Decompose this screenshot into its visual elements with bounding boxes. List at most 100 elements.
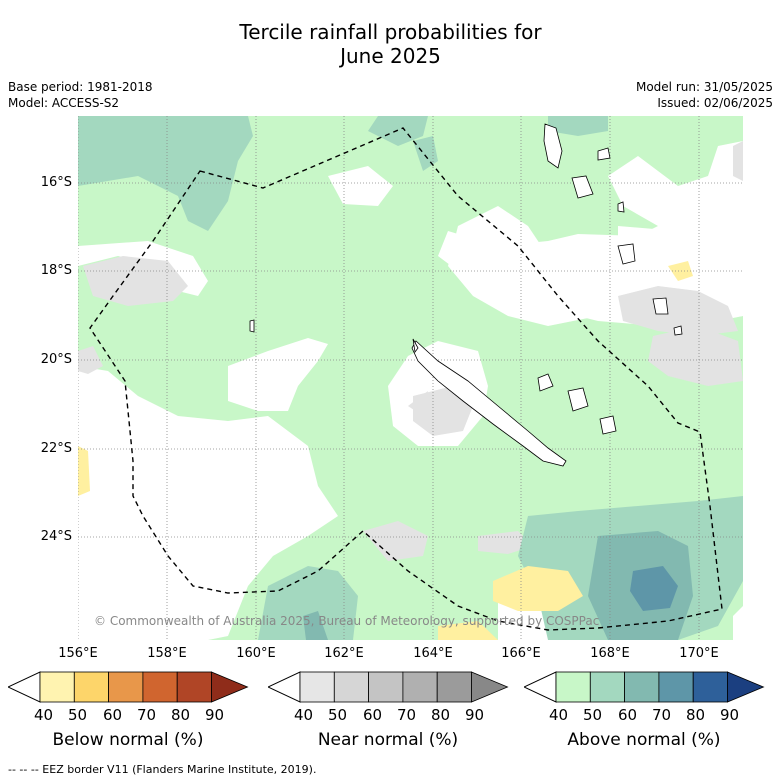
rainfall-probability-map xyxy=(78,116,743,640)
lifou-island xyxy=(567,387,589,412)
colorbar-cell xyxy=(176,671,212,703)
colorbar-cell xyxy=(108,671,144,703)
above-tick-80: 80 xyxy=(686,706,706,724)
issued-date: Issued: 02/06/2025 xyxy=(657,96,773,110)
colorbar-near-arrow-left xyxy=(268,671,301,703)
chesterfield-islet xyxy=(249,319,255,333)
colorbar-above-cells xyxy=(555,671,765,703)
colorbar-arrow-right xyxy=(727,671,765,703)
above-normal-70-regions xyxy=(630,566,678,611)
yellow-patch-west xyxy=(78,446,90,496)
yellow-patch-bottom xyxy=(438,621,498,640)
mare-island xyxy=(599,415,617,435)
title-line-2: June 2025 xyxy=(340,44,441,68)
model-name: Model: ACCESS-S2 xyxy=(8,96,120,110)
yellow-patch-south xyxy=(493,566,583,611)
near-normal-40-regions xyxy=(78,141,743,561)
new-caledonia-island xyxy=(411,340,567,467)
colorbar-near-cells xyxy=(299,671,509,703)
below-normal-40-regions xyxy=(78,261,693,640)
lon-label-164e: 164°E xyxy=(413,646,453,661)
white-patch-center xyxy=(228,338,328,411)
above-tick-70: 70 xyxy=(652,706,672,724)
colorbar-cell xyxy=(368,671,404,703)
lon-label-162e: 162°E xyxy=(324,646,364,661)
colorbar-above-title: Above normal (%) xyxy=(567,730,721,750)
near-tick-40: 40 xyxy=(294,706,314,724)
vanuatu-islet-1 xyxy=(597,147,611,161)
lat-label-16s: 16°S xyxy=(40,175,72,190)
white-patch-east-central xyxy=(448,206,598,326)
title-line-1: Tercile rainfall probabilities for xyxy=(239,20,542,44)
gray-patch-south-1 xyxy=(363,521,428,561)
colorbar-near-title: Near normal (%) xyxy=(317,730,459,750)
colorbar-cell xyxy=(589,671,626,703)
teal-patch-south xyxy=(258,566,358,640)
eez-border xyxy=(89,127,723,631)
base-period: Base period: 1981-2018 xyxy=(8,80,153,94)
lat-label-22s: 22°S xyxy=(40,441,72,456)
gray-patch-east-lower xyxy=(648,326,743,386)
near-tick-50: 50 xyxy=(328,706,348,724)
lon-label-168e: 168°E xyxy=(590,646,630,661)
below-tick-90: 90 xyxy=(205,706,225,724)
white-patch-southwest xyxy=(78,366,338,640)
above-tick-90: 90 xyxy=(720,706,740,724)
colorbar-above-normal xyxy=(524,671,765,703)
below-tick-60: 60 xyxy=(103,706,123,724)
lon-label-166e: 166°E xyxy=(501,646,541,661)
ouvea-island xyxy=(537,373,554,392)
lat-label-18s: 18°S xyxy=(40,263,72,278)
efate-island xyxy=(571,175,594,199)
vanuatu-islet-2 xyxy=(617,201,625,213)
colorbar-near-normal xyxy=(268,671,509,703)
colorbar-cell xyxy=(658,671,694,703)
near-tick-90: 90 xyxy=(465,706,485,724)
hunter-island xyxy=(652,297,669,315)
near-tick-80: 80 xyxy=(431,706,451,724)
graticule xyxy=(78,116,743,640)
below-tick-70: 70 xyxy=(137,706,157,724)
white-patch-northeast xyxy=(668,186,743,231)
lat-label-24s: 24°S xyxy=(40,529,72,544)
gray-patch-small xyxy=(408,391,428,416)
colorbar-below-normal xyxy=(8,671,249,703)
gray-patch-west xyxy=(83,256,188,306)
lon-label-158e: 158°E xyxy=(147,646,187,661)
colorbar-above-arrow-left xyxy=(524,671,557,703)
colorbar-cell xyxy=(436,671,472,703)
blue-patch-southeast xyxy=(630,566,678,611)
colorbar-cell xyxy=(555,671,591,703)
gray-patch-south-central xyxy=(413,386,473,436)
white-patch-se-corner xyxy=(733,606,743,640)
colorbar-cell xyxy=(299,671,335,703)
colorbar-below-title: Below normal (%) xyxy=(52,730,204,750)
teal-patch-northwest xyxy=(78,116,253,231)
eez-legend-note: -- -- -- EEZ border V11 (Flanders Marine… xyxy=(8,763,317,776)
model-run: Model run: 31/05/2025 xyxy=(635,80,773,94)
islands xyxy=(249,123,683,467)
matthew-island xyxy=(673,325,683,336)
gray-patch-east xyxy=(618,286,738,336)
below-tick-40: 40 xyxy=(34,706,54,724)
lon-label-160e: 160°E xyxy=(236,646,276,661)
belep-island xyxy=(412,338,419,354)
teal-dark-patch-south xyxy=(303,611,328,640)
above-tick-60: 60 xyxy=(618,706,638,724)
tanna-island xyxy=(617,243,636,265)
colorbar-arrow-right xyxy=(211,671,249,703)
colorbar-below-cells xyxy=(39,671,249,703)
colorbar-arrow-right xyxy=(471,671,509,703)
colorbar-cell xyxy=(142,671,178,703)
above-tick-50: 50 xyxy=(583,706,603,724)
yellow-patch-east xyxy=(668,261,693,281)
copyright-notice: © Commonwealth of Australia 2025, Bureau… xyxy=(94,614,600,628)
teal-patch-north xyxy=(368,116,428,146)
colorbar-below-arrow-left xyxy=(8,671,41,703)
above-tick-40: 40 xyxy=(549,706,569,724)
lat-label-20s: 20°S xyxy=(40,352,72,367)
near-tick-60: 60 xyxy=(363,706,383,724)
espiritu-santo-island xyxy=(543,123,563,169)
colorbar-cell xyxy=(333,671,370,703)
colorbar-cell xyxy=(39,671,75,703)
